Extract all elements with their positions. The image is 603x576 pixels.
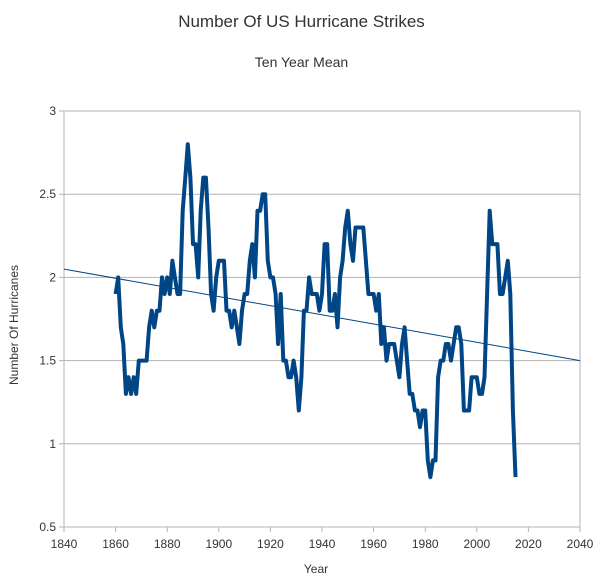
y-tick-label: 0.5 (39, 520, 56, 534)
y-tick-labels: 0.5 1 1.5 2 2.5 3 (39, 104, 56, 534)
y-tick-label: 3 (49, 104, 56, 118)
y-axis-label: Number Of Hurricanes (7, 265, 21, 385)
x-tick-label: 1900 (205, 537, 232, 551)
x-tick-label: 2000 (463, 537, 490, 551)
chart-subtitle: Ten Year Mean (254, 54, 349, 70)
x-tick-label: 1960 (360, 537, 387, 551)
axes (63, 111, 581, 532)
series-line-ten-year-mean (113, 142, 518, 480)
x-tick-label: 1840 (51, 537, 78, 551)
chart-title: Number Of US Hurricane Strikes (178, 12, 425, 31)
x-tick-label: 1980 (412, 537, 439, 551)
y-tick-label: 2.5 (39, 187, 56, 201)
grid-lines (59, 110, 580, 528)
trend-line (63, 268, 581, 362)
x-tick-label: 1940 (309, 537, 336, 551)
x-tick-label: 2020 (515, 537, 542, 551)
x-tick-label: 1920 (257, 537, 284, 551)
trend-line-group (63, 268, 581, 362)
y-tick-label: 1.5 (39, 354, 56, 368)
x-tick-label: 2040 (567, 537, 594, 551)
x-tick-label: 1860 (102, 537, 129, 551)
x-tick-labels: 1840 1860 1880 1900 1920 1940 1960 1980 2000 2020… (51, 537, 594, 551)
series-group (113, 142, 518, 480)
y-tick-label: 2 (49, 270, 56, 284)
y-tick-label: 1 (49, 437, 56, 451)
x-axis-label: Year (304, 562, 328, 576)
x-tick-label: 1880 (154, 537, 181, 551)
